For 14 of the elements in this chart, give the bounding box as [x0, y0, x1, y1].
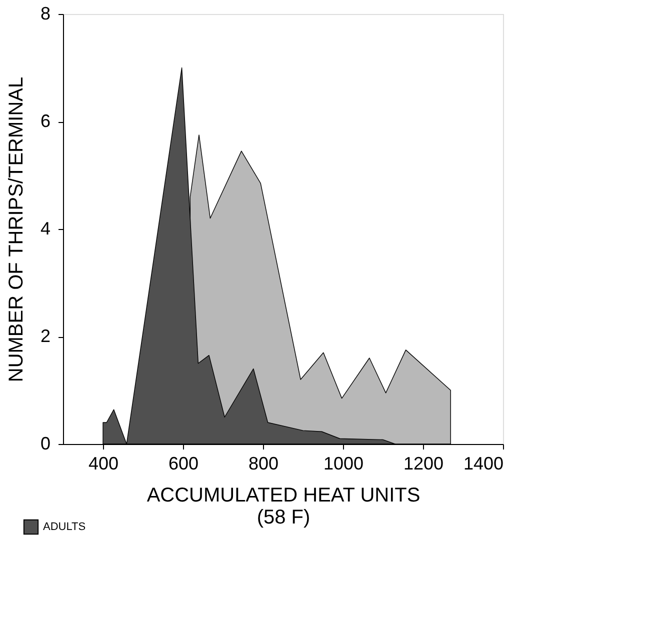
x-tick-label: 1200	[403, 454, 444, 474]
y-tick-label: 2	[40, 326, 50, 346]
x-tick-label: 1400	[463, 454, 504, 474]
y-tick-label: 8	[40, 4, 50, 24]
legend-label: ADULTS	[43, 521, 86, 533]
x-tick-label: 1000	[323, 454, 364, 474]
y-axis-title: NUMBER OF THRIPS/TERMINAL	[5, 76, 28, 382]
y-tick-label: 6	[40, 111, 50, 131]
x-tick-label: 800	[248, 454, 279, 474]
x-tick-label: 600	[168, 454, 199, 474]
x-tick-label: 400	[88, 454, 119, 474]
y-tick-label: 4	[40, 218, 50, 238]
x-axis-title: ACCUMULATED HEAT UNITS (58 F)	[146, 484, 420, 528]
y-tick-label: 0	[40, 434, 50, 454]
